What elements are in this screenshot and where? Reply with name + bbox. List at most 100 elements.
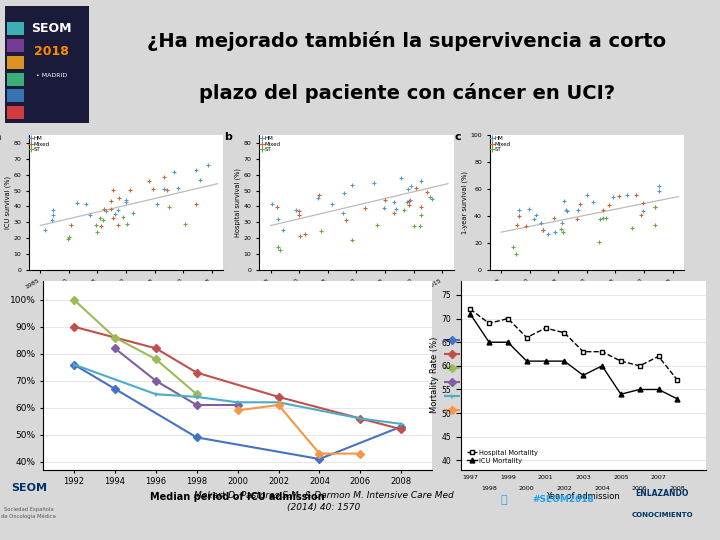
- Zuber et al. [6]: [397, 421, 405, 427]
- Point: [266, 200, 278, 208]
- Point: [81, 200, 92, 209]
- Point: [607, 193, 618, 201]
- Point: [62, 234, 73, 243]
- Hospital Mortality: [523, 334, 531, 341]
- ICU Mortality: [485, 339, 493, 346]
- Poigne et al. [10]: [192, 434, 201, 441]
- Azoulay et al. [12]: [192, 402, 201, 408]
- Point: [555, 225, 567, 234]
- Point: [46, 216, 58, 225]
- Point: [598, 206, 609, 214]
- Point: [378, 204, 390, 212]
- Point: [272, 215, 284, 224]
- Point: [71, 199, 83, 207]
- Point: [388, 198, 400, 206]
- Text: 2002: 2002: [557, 487, 572, 491]
- Legrand et al. [7]: [315, 450, 324, 457]
- Line: Zuber et al. [6]: Zuber et al. [6]: [71, 362, 404, 427]
- Hospital Mortality: [560, 329, 569, 336]
- Point: [276, 226, 288, 234]
- Hospital Mortality: [673, 377, 682, 383]
- Point: [521, 221, 532, 230]
- Point: [90, 221, 102, 230]
- Y-axis label: Hospital survival (%): Hospital survival (%): [235, 168, 241, 237]
- Point: [121, 220, 132, 228]
- Point: [294, 231, 305, 240]
- Point: [151, 200, 163, 209]
- Hospital Mortality: [485, 320, 493, 327]
- Point: [424, 193, 436, 202]
- Line: Azoulay et al. [12]: Azoulay et al. [12]: [112, 346, 240, 408]
- Bar: [7, 56, 24, 69]
- Point: [426, 195, 438, 204]
- Point: [95, 221, 107, 230]
- Point: [523, 205, 534, 213]
- Point: [575, 200, 586, 208]
- Point: [510, 249, 522, 258]
- Zuber et al. [6]: [356, 415, 365, 422]
- Zuber et al. [6]: [274, 399, 283, 406]
- Point: [163, 202, 175, 211]
- Khassawneh et al. [11]: [151, 356, 160, 362]
- Azoulay et al. [8]: [151, 345, 160, 352]
- Point: [635, 211, 647, 220]
- Point: [120, 195, 132, 204]
- Point: [97, 216, 109, 225]
- Text: 2008: 2008: [670, 487, 685, 491]
- Point: [420, 187, 432, 196]
- Point: [649, 203, 660, 212]
- Point: [190, 199, 202, 208]
- Legrand et al. [7]: [233, 407, 242, 414]
- Point: [294, 206, 305, 215]
- Point: [359, 204, 371, 213]
- Legend: HM, Mixed, ST: HM, Mixed, ST: [30, 136, 50, 153]
- Point: [84, 211, 96, 219]
- Zuber et al. [6]: [70, 361, 78, 368]
- Hospital Mortality: [541, 325, 550, 331]
- Point: [346, 181, 358, 190]
- Text: ¿Ha mejorado también la supervivencia a corto: ¿Ha mejorado también la supervivencia a …: [147, 31, 667, 51]
- Point: [368, 179, 379, 187]
- ICU Mortality: [635, 386, 644, 393]
- Azoulay et al. [8]: [70, 323, 78, 330]
- Point: [403, 197, 415, 205]
- Point: [654, 181, 665, 190]
- Point: [653, 187, 665, 195]
- Azoulay et al. [8]: [397, 426, 405, 433]
- Point: [535, 219, 546, 228]
- Hospital Mortality: [466, 306, 474, 312]
- Point: [271, 203, 282, 212]
- Point: [513, 206, 525, 214]
- Point: [549, 228, 561, 237]
- Text: a: a: [0, 132, 1, 143]
- Text: 2001: 2001: [538, 476, 554, 481]
- Point: [528, 215, 540, 224]
- Point: [117, 212, 128, 221]
- Bar: [7, 90, 24, 103]
- Khassawneh et al. [11]: [110, 334, 119, 341]
- Point: [557, 227, 568, 236]
- Point: [63, 233, 74, 241]
- Khassawneh et al. [11]: [70, 296, 78, 303]
- Point: [274, 245, 286, 254]
- Point: [598, 214, 609, 222]
- Line: Azoulay et al. [8]: Azoulay et al. [8]: [71, 324, 404, 432]
- Point: [613, 192, 624, 201]
- Azoulay et al. [8]: [356, 415, 365, 422]
- Point: [341, 215, 352, 224]
- Zuber et al. [6]: [151, 391, 160, 397]
- Point: [158, 173, 169, 181]
- Azoulay et al. [8]: [274, 394, 283, 400]
- Point: [637, 206, 649, 215]
- Point: [272, 242, 284, 251]
- Legrand et al. [7]: [356, 450, 365, 457]
- Point: [538, 226, 549, 234]
- Point: [109, 210, 121, 218]
- Legend: HM, Mixed, ST: HM, Mixed, ST: [490, 136, 511, 153]
- Text: plazo del paciente con cáncer en UCI?: plazo del paciente con cáncer en UCI?: [199, 83, 615, 103]
- Hospital Mortality: [579, 348, 588, 355]
- Legend: Hospital Mortality, ICU Mortality: Hospital Mortality, ICU Mortality: [464, 447, 541, 467]
- ICU Mortality: [541, 358, 550, 365]
- Point: [511, 220, 523, 229]
- Point: [326, 200, 338, 208]
